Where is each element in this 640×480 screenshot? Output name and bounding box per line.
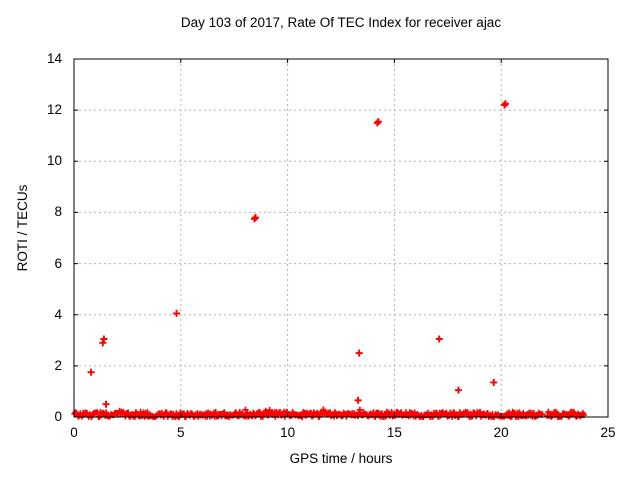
plot-border — [73, 58, 609, 418]
y-tick-label: 14 — [46, 51, 62, 66]
grid-lines — [74, 59, 608, 417]
x-tick-label: 0 — [70, 425, 78, 440]
baseline-band-markers — [71, 406, 587, 421]
x-tick-label: 5 — [177, 425, 185, 440]
x-tick-label: 15 — [386, 425, 402, 440]
x-tick-label: 10 — [280, 425, 296, 440]
chart-title: Day 103 of 2017, Rate Of TEC Index for r… — [180, 15, 502, 30]
x-tick-label: 25 — [600, 425, 616, 440]
x-axis-label: GPS time / hours — [289, 451, 393, 466]
y-tick-label: 10 — [46, 153, 62, 169]
y-tick-label: 0 — [54, 409, 62, 424]
axis-tick-marks — [73, 58, 609, 418]
y-tick-label: 12 — [46, 102, 62, 118]
y-tick-label: 8 — [54, 204, 62, 220]
x-tick-label: 20 — [493, 425, 509, 440]
y-tick-label: 4 — [54, 306, 62, 322]
y-tick-label: 6 — [54, 255, 62, 271]
y-tick-label: 2 — [54, 357, 62, 373]
data-point-markers — [87, 100, 509, 408]
